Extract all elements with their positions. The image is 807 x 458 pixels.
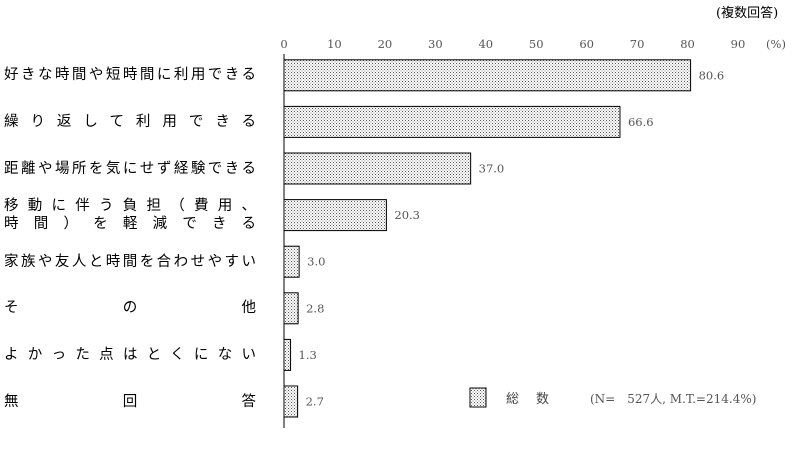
x-tick-label: 90: [731, 37, 746, 51]
bar-value-label: 37.0: [479, 162, 505, 176]
category-label: 繰り返して利用できる: [4, 113, 256, 130]
bar-value-label: 20.3: [394, 208, 420, 222]
bar: [283, 105, 621, 138]
bar-value-label: 1.3: [299, 348, 317, 362]
legend-detail: (N= 527人, M.T.=214.4%): [590, 392, 756, 406]
bar: [283, 292, 299, 325]
multiple-answer-note: (複数回答): [716, 6, 779, 21]
x-axis-unit: (%): [766, 37, 786, 51]
category-label: 好きな時間や短時間に利用できる: [4, 67, 256, 84]
x-tick-label: 70: [630, 37, 645, 51]
bar: [283, 385, 299, 418]
bar-value-label: 2.7: [306, 395, 324, 409]
bar-value-label: 2.8: [306, 301, 324, 315]
x-tick-label: 30: [428, 37, 443, 51]
category-label: 距離や場所を気にせず経験できる: [4, 160, 256, 177]
bar: [283, 199, 387, 232]
legend-swatch: [469, 387, 487, 408]
x-tick-label: 20: [378, 37, 393, 51]
bar: [283, 59, 692, 92]
category-label: 移動に伴う負担（費用、 時間）を軽減できる: [4, 197, 256, 233]
bar: [283, 245, 300, 278]
x-tick-label: 0: [280, 37, 287, 51]
bar-value-label: 3.0: [307, 255, 325, 269]
bar-value-label: 66.6: [628, 115, 654, 129]
category-label-line: 移動に伴う負担（費用、: [4, 198, 256, 215]
x-tick-label: 40: [478, 37, 493, 51]
category-label: 家族や友人と時間を合わせやすい: [4, 253, 256, 270]
x-tick-label: 60: [579, 37, 594, 51]
category-label: よかった点はとくにない: [4, 346, 256, 363]
x-tick-label: 50: [529, 37, 544, 51]
category-label: 無回答: [4, 393, 256, 410]
bar: [283, 152, 472, 185]
legend-label: 総 数: [506, 392, 551, 407]
category-label: その他: [4, 300, 256, 317]
x-tick-label: 10: [327, 37, 342, 51]
bar-value-label: 80.6: [699, 68, 725, 82]
x-tick-label: 80: [680, 37, 695, 51]
bar: [283, 338, 292, 371]
category-label-line: 時間）を軽減できる: [4, 216, 256, 233]
